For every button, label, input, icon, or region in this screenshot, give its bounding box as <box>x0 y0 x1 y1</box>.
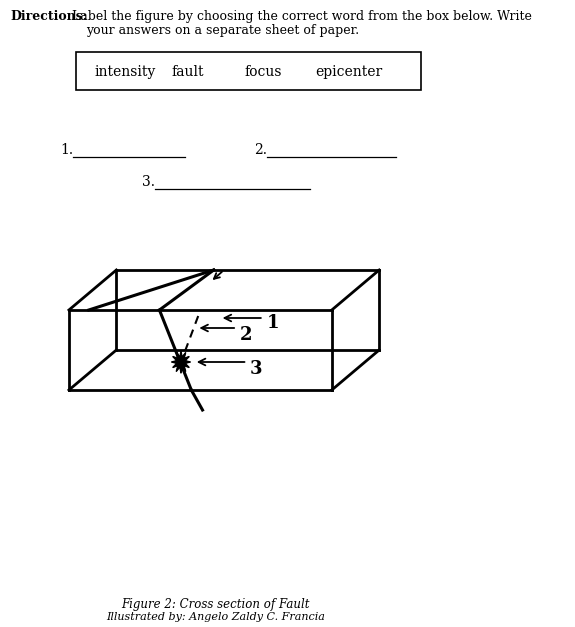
Bar <box>76 52 420 90</box>
Text: Figure 2: Cross section of Fault: Figure 2: Cross section of Fault <box>121 598 310 611</box>
Text: focus: focus <box>244 65 282 79</box>
Text: Directions:: Directions: <box>10 10 88 23</box>
Text: Illustrated by: Angelo Zaldy C. Francia: Illustrated by: Angelo Zaldy C. Francia <box>106 612 325 622</box>
Polygon shape <box>171 351 190 373</box>
Text: epicenter: epicenter <box>316 65 382 79</box>
Text: 2.: 2. <box>254 143 267 157</box>
Text: Label the figure by choosing the correct word from the box below. Write: Label the figure by choosing the correct… <box>68 10 532 23</box>
Text: 3.: 3. <box>142 175 155 189</box>
Text: 1: 1 <box>267 314 279 332</box>
Text: 3: 3 <box>250 360 262 378</box>
Text: 1.: 1. <box>60 143 74 157</box>
Text: 2: 2 <box>240 326 252 344</box>
Text: intensity: intensity <box>94 65 156 79</box>
Text: fault: fault <box>171 65 204 79</box>
Text: your answers on a separate sheet of paper.: your answers on a separate sheet of pape… <box>86 24 359 37</box>
